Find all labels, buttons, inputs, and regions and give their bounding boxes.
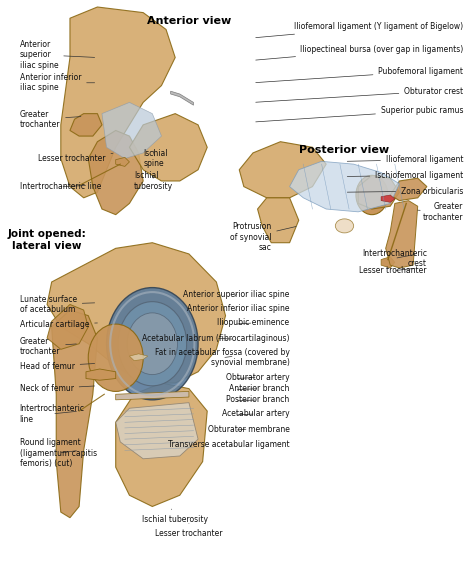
Circle shape (107, 288, 198, 400)
Text: Lesser trochanter: Lesser trochanter (38, 153, 113, 163)
Text: Ischiofemoral ligament: Ischiofemoral ligament (347, 171, 464, 180)
Text: Anterior branch: Anterior branch (229, 384, 290, 393)
Text: Acetabular labrum (fibrocartilaginous): Acetabular labrum (fibrocartilaginous) (142, 334, 290, 342)
Text: Anterior inferior iliac spine: Anterior inferior iliac spine (187, 305, 290, 314)
Text: Ischial
tuberosity: Ischial tuberosity (134, 171, 173, 191)
Circle shape (127, 313, 177, 374)
Polygon shape (70, 113, 102, 136)
Text: Anterior superior iliac spine: Anterior superior iliac spine (183, 290, 290, 299)
Text: Transverse acetabular ligament: Transverse acetabular ligament (168, 440, 290, 450)
Text: Protrusion
of synovial
sac: Protrusion of synovial sac (230, 222, 296, 252)
Text: Intertrochanteric line: Intertrochanteric line (19, 182, 101, 191)
Polygon shape (52, 310, 98, 518)
Ellipse shape (335, 219, 354, 233)
Text: Head of femur: Head of femur (19, 362, 95, 371)
Polygon shape (86, 369, 116, 380)
Text: Greater
trochanter: Greater trochanter (19, 109, 81, 129)
Polygon shape (47, 305, 88, 349)
Text: Neck of femur: Neck of femur (19, 384, 95, 393)
Text: Pubofemoral ligament: Pubofemoral ligament (256, 67, 464, 82)
Text: Obturator crest: Obturator crest (256, 87, 464, 102)
Polygon shape (171, 91, 193, 105)
Text: Iliofemoral ligament: Iliofemoral ligament (347, 155, 464, 164)
Text: Lesser trochanter: Lesser trochanter (155, 523, 223, 538)
Text: Greater
trochanter: Greater trochanter (418, 202, 464, 222)
Text: Posterior branch: Posterior branch (227, 395, 290, 404)
Text: Acetabular artery: Acetabular artery (222, 409, 290, 418)
Polygon shape (61, 7, 175, 198)
Circle shape (356, 175, 388, 215)
Polygon shape (390, 178, 427, 201)
Text: Fat in acetabular fossa (covered by
synovial membrane): Fat in acetabular fossa (covered by syno… (155, 348, 290, 368)
Circle shape (118, 302, 187, 386)
Text: Iliopubic eminence: Iliopubic eminence (218, 319, 290, 328)
Text: Articular cartilage: Articular cartilage (19, 320, 98, 329)
Text: Intertrochanteric
line: Intertrochanteric line (19, 404, 85, 424)
Polygon shape (386, 201, 418, 268)
Polygon shape (257, 198, 299, 243)
Text: Anterior
superior
iliac spine: Anterior superior iliac spine (19, 40, 95, 69)
Polygon shape (116, 391, 189, 400)
Polygon shape (381, 195, 395, 202)
Polygon shape (88, 130, 143, 215)
Text: Posterior view: Posterior view (300, 145, 390, 155)
Text: Ischial
spine: Ischial spine (143, 149, 168, 168)
Text: Anterior view: Anterior view (147, 16, 231, 26)
Polygon shape (381, 257, 395, 268)
Text: Lesser trochanter: Lesser trochanter (359, 266, 427, 275)
Text: Intertrochanteric
crest: Intertrochanteric crest (362, 249, 427, 268)
Polygon shape (358, 175, 400, 209)
Text: Obturator membrane: Obturator membrane (208, 425, 290, 434)
Polygon shape (129, 354, 148, 360)
Circle shape (88, 324, 143, 391)
Text: Greater
trochanter: Greater trochanter (19, 337, 76, 356)
Polygon shape (116, 383, 207, 506)
Text: Iliofemoral ligament (Y ligament of Bigelow): Iliofemoral ligament (Y ligament of Bige… (256, 22, 464, 38)
Polygon shape (239, 142, 326, 198)
Text: Lunate surface
of acetabulum: Lunate surface of acetabulum (19, 295, 95, 314)
Polygon shape (290, 161, 400, 212)
Text: Joint opened:
lateral view: Joint opened: lateral view (8, 229, 86, 251)
Polygon shape (129, 113, 207, 181)
Text: Round ligament
(ligamentum capitis
femoris) (cut): Round ligament (ligamentum capitis femor… (19, 438, 97, 468)
Text: Iliopectineal bursa (over gap in ligaments): Iliopectineal bursa (over gap in ligamen… (256, 45, 464, 60)
Text: Zona orbicularis: Zona orbicularis (347, 187, 464, 196)
Polygon shape (47, 243, 226, 383)
Polygon shape (102, 103, 162, 158)
Text: Anterior inferior
iliac spine: Anterior inferior iliac spine (19, 73, 95, 92)
Polygon shape (116, 403, 198, 459)
Polygon shape (116, 157, 129, 166)
Text: Obturator artery: Obturator artery (226, 373, 290, 382)
Text: Ischial tuberosity: Ischial tuberosity (142, 509, 208, 524)
Text: Superior pubic ramus: Superior pubic ramus (256, 107, 464, 122)
